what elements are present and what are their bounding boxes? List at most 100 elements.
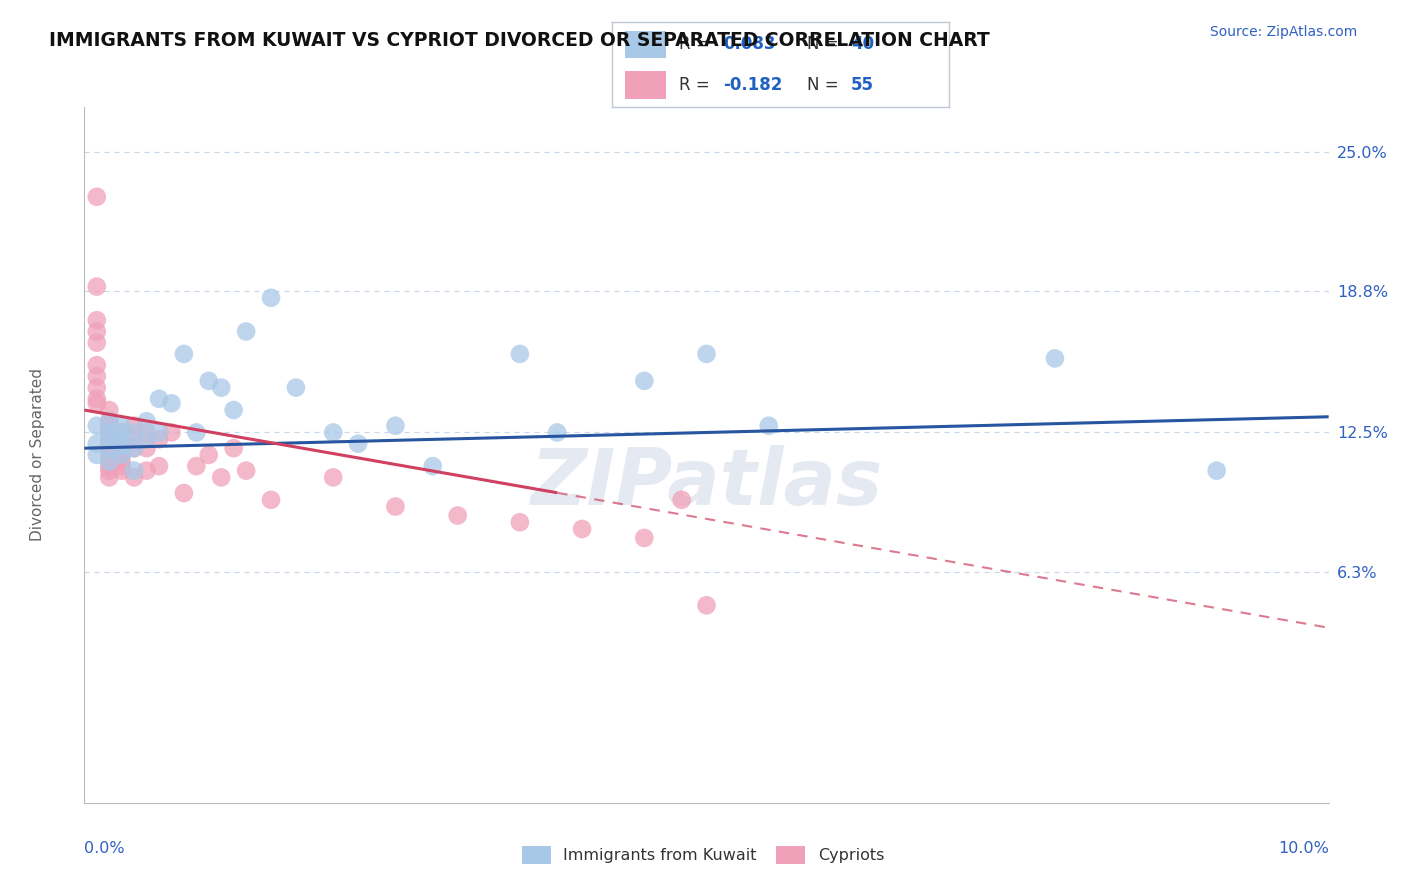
Point: [322, 425, 344, 440]
Point: [98, 441, 121, 455]
Point: [98, 432, 121, 446]
Point: [122, 418, 145, 433]
Point: [198, 374, 221, 388]
Text: IMMIGRANTS FROM KUWAIT VS CYPRIOT DIVORCED OR SEPARATED CORRELATION CHART: IMMIGRANTS FROM KUWAIT VS CYPRIOT DIVORC…: [49, 31, 990, 50]
Point: [98, 436, 121, 450]
Point: [222, 403, 245, 417]
Bar: [626, 71, 665, 99]
Point: [86, 381, 108, 395]
Point: [86, 313, 108, 327]
Point: [122, 425, 145, 440]
Text: Divorced or Separated: Divorced or Separated: [30, 368, 45, 541]
Text: 40: 40: [851, 36, 875, 54]
Point: [235, 464, 257, 478]
Point: [122, 441, 145, 455]
Text: 55: 55: [851, 76, 875, 94]
Point: [111, 464, 134, 478]
Point: [571, 522, 593, 536]
Point: [111, 448, 134, 462]
Point: [384, 418, 406, 433]
Point: [148, 392, 170, 406]
Point: [111, 434, 134, 449]
Text: -0.182: -0.182: [723, 76, 782, 94]
Point: [98, 448, 121, 462]
Point: [422, 459, 444, 474]
Point: [86, 418, 108, 433]
Point: [122, 441, 145, 455]
Bar: [626, 30, 665, 58]
Point: [135, 464, 157, 478]
Point: [111, 425, 134, 440]
Point: [86, 396, 108, 410]
Point: [86, 335, 108, 350]
Point: [696, 347, 718, 361]
Text: 0.083: 0.083: [723, 36, 776, 54]
Point: [122, 432, 145, 446]
Point: [186, 459, 208, 474]
Point: [98, 464, 121, 478]
Text: R =: R =: [679, 76, 716, 94]
Point: [98, 414, 121, 428]
Point: [148, 432, 170, 446]
Point: [209, 381, 232, 395]
Point: [135, 441, 157, 455]
Point: [86, 369, 108, 384]
Text: R =: R =: [679, 36, 716, 54]
Text: ZIPatlas: ZIPatlas: [530, 445, 883, 521]
Point: [633, 531, 655, 545]
Point: [222, 441, 245, 455]
Point: [160, 396, 183, 410]
Point: [209, 470, 232, 484]
Point: [86, 190, 108, 204]
Legend: Immigrants from Kuwait, Cypriots: Immigrants from Kuwait, Cypriots: [516, 839, 890, 871]
Point: [86, 279, 108, 293]
Point: [633, 374, 655, 388]
Point: [98, 403, 121, 417]
Point: [509, 347, 531, 361]
Point: [86, 325, 108, 339]
Point: [98, 425, 121, 440]
Point: [447, 508, 470, 523]
Text: 10.0%: 10.0%: [1278, 841, 1329, 856]
Point: [111, 441, 134, 455]
Point: [86, 436, 108, 450]
Point: [111, 455, 134, 469]
Point: [111, 439, 134, 453]
Point: [86, 448, 108, 462]
Text: N =: N =: [807, 36, 844, 54]
Point: [284, 381, 307, 395]
Point: [98, 425, 121, 440]
Text: N =: N =: [807, 76, 844, 94]
Point: [148, 425, 170, 440]
Point: [235, 325, 257, 339]
Point: [347, 436, 370, 450]
Point: [1205, 464, 1227, 478]
Point: [509, 515, 531, 529]
Point: [260, 291, 283, 305]
Point: [1043, 351, 1066, 366]
Point: [260, 492, 283, 507]
Point: [86, 358, 108, 372]
Text: Source: ZipAtlas.com: Source: ZipAtlas.com: [1209, 25, 1357, 39]
Point: [98, 455, 121, 469]
Point: [160, 425, 183, 440]
Point: [135, 414, 157, 428]
Point: [148, 459, 170, 474]
Point: [98, 418, 121, 433]
Point: [546, 425, 568, 440]
Point: [173, 347, 195, 361]
Point: [98, 459, 121, 474]
Point: [186, 425, 208, 440]
Point: [111, 425, 134, 440]
Point: [122, 464, 145, 478]
Point: [671, 492, 693, 507]
Point: [111, 432, 134, 446]
Point: [696, 599, 718, 613]
Point: [122, 470, 145, 484]
Point: [98, 425, 121, 440]
Text: 0.0%: 0.0%: [84, 841, 125, 856]
Point: [384, 500, 406, 514]
Point: [135, 432, 157, 446]
Point: [98, 432, 121, 446]
Point: [111, 459, 134, 474]
